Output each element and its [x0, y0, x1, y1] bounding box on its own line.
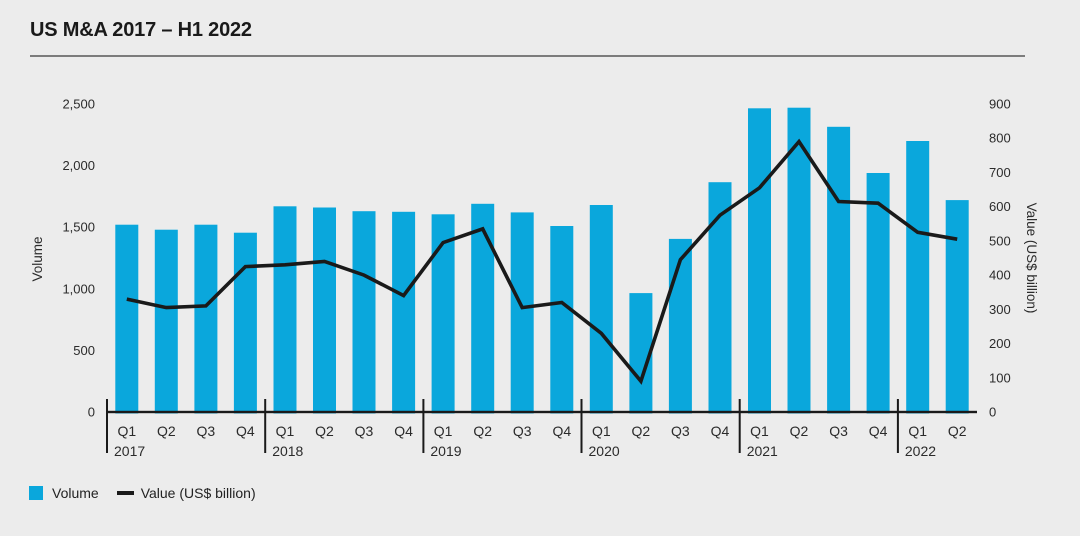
right-axis-tick-label: 600 [989, 199, 1011, 214]
year-separator-tick [422, 399, 425, 453]
chart-title: US M&A 2017 – H1 2022 [30, 19, 252, 41]
year-label-2017: 2017 [114, 443, 145, 459]
quarter-label-q1-2020: Q1 [592, 423, 611, 439]
left-axis-tick-label: 0 [88, 405, 95, 420]
year-label-2019: 2019 [430, 443, 461, 459]
quarter-label-q2-2018: Q2 [315, 423, 334, 439]
quarter-label-q3-2021: Q3 [829, 423, 848, 439]
quarter-label-q4-2019: Q4 [552, 423, 571, 439]
volume-bar-q1-2017 [115, 224, 139, 414]
quarter-label-q1-2018: Q1 [276, 423, 295, 439]
quarter-label-q4-2021: Q4 [869, 423, 888, 439]
legend-value-label: Value (US$ billion) [140, 485, 256, 501]
quarter-label-q1-2017: Q1 [117, 423, 136, 439]
volume-bar-q4-2021 [866, 173, 890, 414]
right-axis-tick-label: 700 [989, 165, 1011, 180]
quarter-label-q3-2017: Q3 [197, 423, 216, 439]
year-label-2021: 2021 [747, 443, 778, 459]
year-label-2018: 2018 [272, 443, 303, 459]
year-label-2022: 2022 [905, 443, 936, 459]
volume-bar-q1-2020 [589, 205, 613, 414]
quarter-label-q1-2022: Q1 [908, 423, 927, 439]
left-axis-title: Volume [30, 236, 45, 281]
legend-volume-swatch [29, 486, 43, 500]
volume-bar-q3-2021 [827, 126, 851, 414]
quarter-label-q2-2020: Q2 [632, 423, 651, 439]
volume-bar-q1-2018 [273, 206, 297, 414]
year-separator-tick [106, 399, 108, 453]
year-separator-tick [264, 399, 267, 453]
volume-bar-q2-2020 [629, 293, 653, 414]
left-axis-tick-label: 1,000 [62, 281, 95, 296]
year-separator-tick [896, 399, 899, 453]
volume-bar-q4-2017 [233, 232, 257, 414]
volume-bar-q1-2021 [748, 108, 771, 414]
quarter-label-q2-2019: Q2 [473, 423, 492, 439]
legend-value-swatch [116, 491, 134, 495]
x-axis-line [107, 410, 977, 414]
volume-bar-q3-2017 [194, 224, 218, 414]
quarter-label-q1-2019: Q1 [434, 423, 453, 439]
volume-bar-q2-2022 [945, 200, 969, 414]
left-axis-tick-label: 2,500 [62, 97, 95, 112]
title-rule [30, 55, 1025, 57]
volume-bar-q1-2019 [431, 214, 455, 414]
value-line [126, 138, 958, 385]
quarter-label-q3-2019: Q3 [513, 423, 532, 439]
quarter-label-q4-2018: Q4 [394, 423, 413, 439]
right-axis-title: Value (US$ billion) [1024, 203, 1039, 314]
left-axis-tick-label: 500 [73, 343, 95, 358]
volume-bar-q3-2018 [352, 211, 376, 414]
volume-bar-q2-2018 [313, 207, 336, 414]
quarter-label-q2-2022: Q2 [948, 423, 967, 439]
quarter-label-q2-2021: Q2 [790, 423, 809, 439]
left-axis-tick-label: 1,500 [62, 220, 95, 235]
volume-bar-q2-2021 [787, 107, 811, 414]
right-axis-tick-label: 0 [989, 405, 996, 420]
year-separator-tick [580, 399, 583, 453]
right-axis-tick-label: 300 [989, 302, 1011, 317]
volume-bar-q1-2022 [906, 141, 930, 414]
left-axis-tick-label: 2,000 [62, 158, 95, 173]
right-axis-tick-label: 100 [989, 370, 1011, 385]
quarter-label-q4-2017: Q4 [236, 423, 255, 439]
right-axis-tick-label: 900 [989, 97, 1011, 112]
quarter-label-q1-2021: Q1 [750, 423, 769, 439]
quarter-label-q4-2020: Q4 [711, 423, 730, 439]
volume-bar-q4-2019 [550, 226, 574, 414]
legend: Volume Value (US$ billion) [29, 485, 256, 501]
volume-bar-q3-2019 [510, 212, 534, 414]
volume-bar-q4-2020 [708, 182, 732, 414]
year-separator-tick [738, 399, 741, 453]
right-axis-tick-label: 200 [989, 336, 1011, 351]
right-axis-tick-label: 800 [989, 131, 1011, 146]
volume-bar-q2-2017 [154, 229, 178, 414]
right-axis-tick-label: 500 [989, 233, 1011, 248]
quarter-label-q3-2020: Q3 [671, 423, 690, 439]
right-axis-tick-label: 400 [989, 268, 1011, 283]
quarter-label-q3-2018: Q3 [355, 423, 374, 439]
volume-bar-q2-2019 [471, 203, 495, 414]
year-label-2020: 2020 [589, 443, 620, 459]
quarter-label-q2-2017: Q2 [157, 423, 176, 439]
legend-volume-label: Volume [52, 485, 99, 501]
volume-bar-q4-2018 [392, 211, 416, 414]
